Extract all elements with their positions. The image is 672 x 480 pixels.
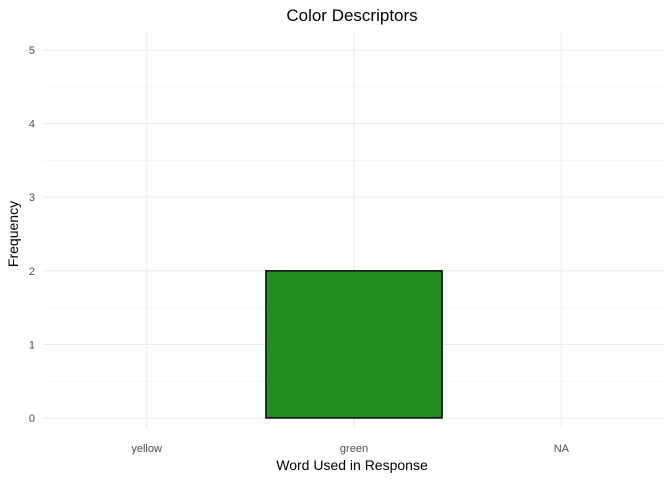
y-tick-label: 3 xyxy=(29,192,35,204)
y-tick-label: 2 xyxy=(29,266,35,278)
x-tick-label: NA xyxy=(554,443,570,455)
y-tick-label: 1 xyxy=(29,339,35,351)
y-tick-label: 5 xyxy=(29,45,35,57)
chart-title: Color Descriptors xyxy=(286,6,417,25)
y-tick-label: 0 xyxy=(29,413,35,425)
y-tick-labels: 0 1 2 3 4 5 xyxy=(29,45,35,425)
x-axis-title: Word Used in Response xyxy=(276,457,428,473)
x-tick-label: yellow xyxy=(131,443,162,455)
bar-green xyxy=(265,270,443,419)
x-tick-labels: yellow green NA xyxy=(131,443,569,455)
bars xyxy=(265,270,443,419)
x-tick-label: green xyxy=(340,443,368,455)
y-tick-label: 4 xyxy=(29,119,35,131)
y-axis-title: Frequency xyxy=(5,201,21,267)
